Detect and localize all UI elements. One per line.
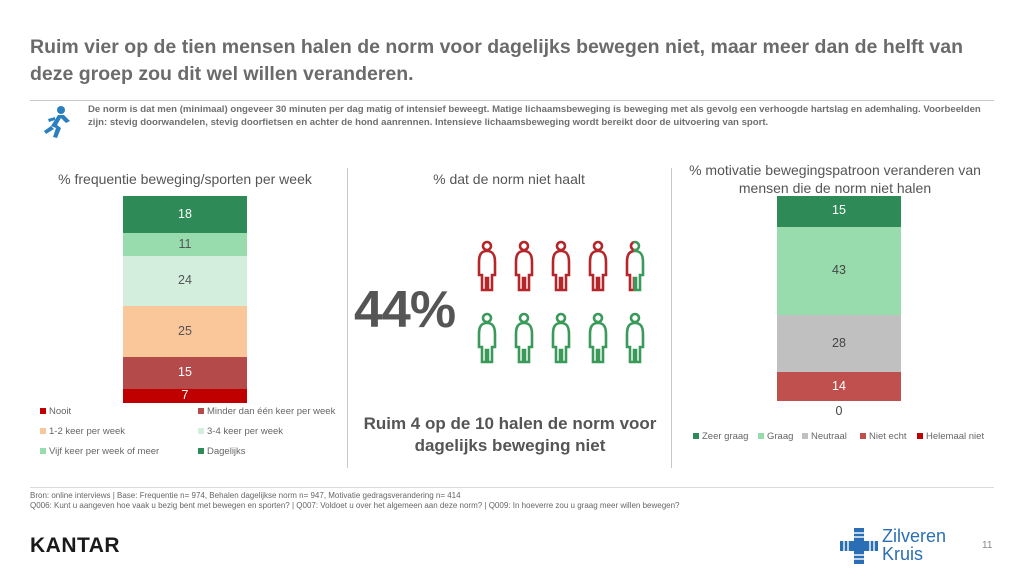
chart1-title: % frequentie beweging/sporten per week [58,171,312,187]
chart1-legend: Nooit Minder dan één keer per week 1-2 kee… [30,406,345,466]
norm-percentage: 44% [354,281,456,339]
legend-label: Niet echt [869,431,907,442]
legend-swatch [40,428,46,435]
cross-logo-icon [840,528,878,564]
person-icon [551,312,571,364]
bar-segment-1-2-keer-per-week [123,305,247,358]
data-label-minder-dan-een-keer-per-week: 15 [178,364,192,379]
intro-text: De norm is dat men (minimaal) ongeveer 3… [88,104,981,128]
kantar-logo: KANTAR [30,534,121,557]
bar-segment-nooit [123,388,247,403]
legend-label: Helemaal niet [926,431,985,442]
person-icon [588,240,608,292]
frequency-stacked-bar: 7 15 25 24 11 18 [123,196,247,403]
motivation-stacked-bar: 0 14 28 43 15 [777,196,901,418]
data-label-dagelijks: 18 [178,206,192,221]
person-icon [588,312,608,364]
legend-swatch [758,433,764,440]
legend-item-1-2-keer-per-week: 1-2 keer per week [40,426,125,437]
chart2-title: % dat de norm niet haalt [433,171,585,187]
legend-label: Graag [767,431,794,442]
legend-item-minder-dan-een-keer-per-week: Minder dan één keer per week [198,406,335,417]
legend-swatch [40,408,46,415]
legend-swatch [917,433,923,440]
norm-summary: Ruim 4 op de 10 halen de norm voor dagel… [363,414,657,455]
page-title: Ruim vier op de tien mensen halen de nor… [30,36,964,85]
legend-item-3-4-keer-per-week: 3-4 keer per week [198,426,283,437]
data-label-helemaal-niet: 0 [835,404,843,418]
bar-segment-neutraal [777,314,901,373]
intro-box [30,100,994,149]
footnote: Bron: online interviews | Base: Frequent… [30,491,990,511]
brand-line2: Kruis [882,544,924,564]
divider-left [347,168,348,468]
legend-swatch [198,408,204,415]
zilveren-kruis-logo: Zilveren Kruis [882,527,946,563]
footnote-divider [30,487,994,488]
data-label-neutraal: 28 [832,335,846,350]
legend-swatch [860,433,866,440]
legend-item-zeer-graag: Zeer graag [693,431,748,442]
legend-item-niet-echt: Niet echt [860,431,907,442]
person-icon [625,312,645,364]
bar-segment-vijf-keer-per-week-of-meer [123,233,247,257]
legend-swatch [198,448,204,455]
data-label-graag: 43 [832,262,846,277]
person-icon [477,240,497,292]
data-label-zeer-graag: 15 [832,203,846,218]
brand-line1: Zilveren [882,526,947,546]
legend-item-neutraal: Neutraal [802,431,847,442]
page-number: 11 [982,540,993,551]
chart3-legend: Zeer graag Graag Neutraal Niet echt Helemaal… [690,431,1000,445]
data-label-vijf-keer-per-week-of-meer: 11 [178,236,192,251]
legend-label: Vijf keer per week of meer [49,446,160,457]
bar-segment-3-4-keer-per-week [123,256,247,306]
data-label-nooit: 7 [181,387,189,402]
person-icon [477,312,497,364]
person-icon [514,240,534,292]
bar-segment-dagelijks [123,196,247,234]
legend-label: 1-2 keer per week [49,426,126,437]
bar-segment-minder-dan-een-keer-per-week [123,357,247,389]
legend-label: Dagelijks [207,446,246,457]
data-label-1-2-keer-per-week: 25 [178,323,192,338]
legend-item-nooit: Nooit [40,406,71,417]
legend-swatch [198,428,204,435]
legend-item-helemaal-niet: Helemaal niet [917,431,984,442]
legend-swatch [40,448,46,455]
legend-label: 3-4 keer per week [207,426,284,437]
pictogram-svg [477,240,645,364]
bar-segment-zeer-graag [777,196,901,227]
legend-swatch [693,433,699,440]
chart3-title: % motivatie bewegingspatroon veranderen … [689,162,981,196]
data-label-niet-echt: 14 [832,378,846,393]
legend-label: Neutraal [811,431,847,442]
data-label-3-4-keer-per-week: 24 [178,272,192,287]
person-icon [514,312,534,364]
legend-label: Nooit [49,406,72,417]
legend-label: Zeer graag [702,431,749,442]
footnote-source: Bron: online interviews | Base: Frequent… [30,491,461,500]
legend-item-graag: Graag [758,431,793,442]
legend-label: Minder dan één keer per week [207,406,336,417]
legend-item-vijf-keer-per-week-of-meer: Vijf keer per week of meer [40,446,159,457]
footnote-questions: Q006: Kunt u aangeven hoe vaak u bezig b… [30,501,680,510]
person-icon [551,240,571,292]
person-icon [625,240,645,292]
legend-swatch [802,433,808,440]
running-person-icon [36,104,76,144]
bar-segment-graag [777,226,901,315]
person-pictogram [472,240,662,370]
legend-item-dagelijks: Dagelijks [198,446,246,457]
bar-segment-niet-echt [777,372,901,401]
divider-right [671,168,672,468]
